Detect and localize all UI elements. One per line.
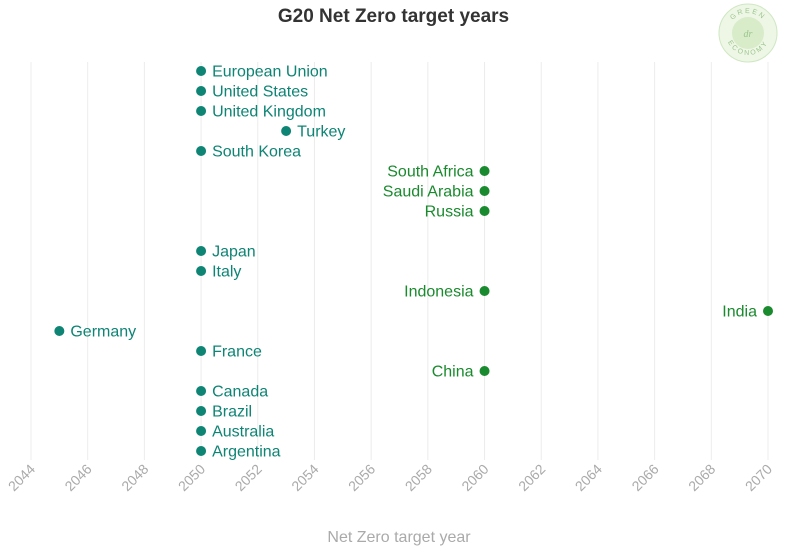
point-label: South Korea [212, 144, 301, 161]
point-label: Argentina [212, 444, 281, 461]
point-label: United Kingdom [212, 104, 326, 121]
data-point [196, 266, 207, 276]
point-label: Japan [212, 244, 256, 261]
x-tick-label: 2062 [515, 461, 548, 494]
x-tick-label: 2068 [685, 461, 718, 494]
point-label: Italy [212, 264, 241, 281]
grid-lines [30, 62, 769, 460]
data-point [54, 326, 65, 336]
data-point [281, 126, 292, 136]
x-axis-ticks: 2044 2046 2048 2050 2052 2054 2056 2058 2060 2062… [5, 461, 775, 494]
data-point [196, 106, 207, 116]
data-point [196, 386, 207, 396]
x-tick-label: 2044 [5, 461, 38, 494]
chart-title: G20 Net Zero target years [277, 6, 510, 27]
x-tick-label: 2046 [61, 461, 94, 494]
data-point [196, 346, 207, 356]
data-point [479, 166, 490, 176]
x-tick-label: 2048 [118, 461, 151, 494]
data-point [196, 246, 207, 256]
point-label: Canada [212, 384, 268, 401]
point-label: Indonesia [404, 284, 473, 301]
data-point [196, 86, 207, 96]
point-label: Russia [425, 204, 474, 221]
x-tick-label: 2064 [572, 461, 605, 494]
x-tick-label: 2050 [175, 461, 208, 494]
point-label: Turkey [297, 124, 345, 141]
point-label: China [432, 364, 474, 381]
point-label: India [722, 304, 757, 321]
x-tick-label: 2054 [288, 461, 321, 494]
x-tick-label: 2056 [345, 461, 378, 494]
x-tick-label: 2060 [458, 461, 491, 494]
data-point [196, 426, 207, 436]
data-point [196, 406, 207, 416]
x-axis-title: Net Zero target year [327, 529, 471, 546]
point-label: United States [212, 84, 308, 101]
data-point [479, 366, 490, 376]
logo-mark: dr [744, 29, 753, 40]
data-point [479, 186, 490, 196]
point-label: Saudi Arabia [383, 184, 474, 201]
data-point [196, 66, 207, 76]
point-label: Australia [212, 424, 274, 441]
point-label: European Union [212, 64, 328, 81]
x-tick-label: 2070 [742, 461, 775, 494]
point-label: South Africa [387, 164, 473, 181]
data-point [479, 286, 490, 296]
point-label: Germany [70, 324, 136, 341]
data-point [763, 306, 773, 316]
x-tick-label: 2066 [628, 461, 661, 494]
point-label: Brazil [212, 404, 252, 421]
data-point [196, 146, 207, 156]
point-label: France [212, 344, 262, 361]
x-tick-label: 2058 [402, 461, 435, 494]
x-tick-label: 2052 [232, 461, 265, 494]
data-point [196, 446, 207, 456]
data-point [479, 206, 490, 216]
data-points: European Union United States United Kingdo… [54, 64, 773, 461]
green-economy-logo: GREEN ECONOMY dr [718, 3, 778, 63]
